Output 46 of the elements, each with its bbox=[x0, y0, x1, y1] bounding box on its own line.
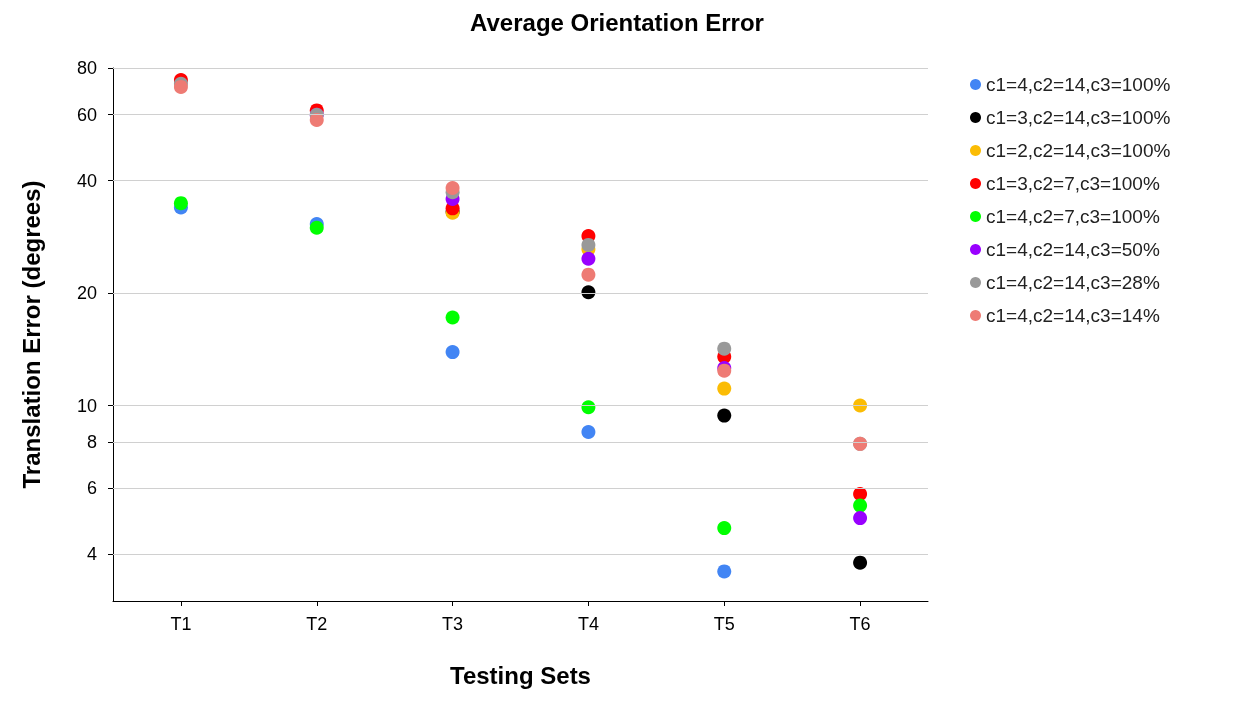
y-tick-label: 8 bbox=[86, 431, 97, 452]
y-tick-label: 20 bbox=[76, 283, 97, 304]
y-tick-label: 60 bbox=[76, 104, 97, 125]
x-axis-title: Testing Sets bbox=[450, 661, 591, 689]
y-tick-label: 80 bbox=[76, 58, 97, 78]
point bbox=[445, 310, 460, 325]
point bbox=[853, 498, 868, 513]
x-tick-label: T6 bbox=[849, 614, 871, 634]
legend-label: c1=3,c2=7,c3=100% bbox=[986, 173, 1160, 194]
legend-label: c1=4,c2=14,c3=28% bbox=[986, 272, 1160, 293]
point bbox=[853, 555, 868, 570]
legend-label: c1=3,c2=14,c3=100% bbox=[986, 107, 1171, 128]
legend-label: c1=2,c2=14,c3=100% bbox=[986, 140, 1171, 161]
point bbox=[445, 345, 460, 360]
point bbox=[717, 381, 732, 396]
y-tick-label: 40 bbox=[76, 170, 97, 191]
point bbox=[173, 196, 188, 211]
y-tick-label: 10 bbox=[76, 395, 97, 416]
point bbox=[581, 400, 596, 415]
point bbox=[853, 398, 868, 413]
y-tick-label: 6 bbox=[86, 478, 97, 499]
y-axis-title: Translation Error (degrees) bbox=[17, 180, 45, 489]
point bbox=[581, 251, 596, 266]
point bbox=[445, 181, 460, 195]
point bbox=[717, 341, 732, 356]
point bbox=[309, 220, 324, 235]
chart-title: Average Orientation Error bbox=[470, 8, 764, 36]
x-tick-label: T2 bbox=[306, 614, 328, 634]
point bbox=[581, 424, 596, 439]
point bbox=[717, 408, 732, 423]
point bbox=[581, 237, 596, 252]
point bbox=[581, 285, 596, 300]
point bbox=[717, 521, 732, 536]
y-tick-label: 4 bbox=[86, 544, 97, 565]
legend-label: c1=4,c2=14,c3=50% bbox=[986, 239, 1160, 260]
point bbox=[853, 511, 868, 526]
point bbox=[309, 112, 324, 127]
x-tick-label: T3 bbox=[442, 614, 464, 634]
x-tick-label: T5 bbox=[713, 614, 735, 634]
legend-label: c1=4,c2=14,c3=14% bbox=[986, 305, 1160, 326]
point bbox=[581, 267, 596, 282]
x-tick-label: T4 bbox=[577, 614, 599, 634]
legend-label: c1=4,c2=14,c3=100% bbox=[986, 74, 1171, 95]
point bbox=[717, 564, 732, 579]
legend-label: c1=4,c2=7,c3=100% bbox=[986, 206, 1160, 227]
x-tick-label: T1 bbox=[170, 614, 192, 634]
